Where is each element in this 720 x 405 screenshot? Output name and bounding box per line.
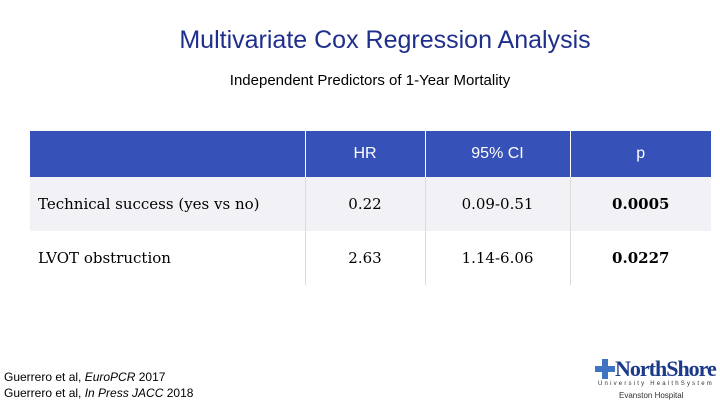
reference-1-venue: EuroPCR <box>84 370 136 384</box>
header-ci: 95% CI <box>424 131 570 177</box>
p-value-cell: 0.0005 <box>569 177 711 231</box>
hr-cell: 2.63 <box>304 231 425 285</box>
reference-2-venue: In Press JACC <box>84 386 164 400</box>
ci-cell: 0.09-0.51 <box>424 177 570 231</box>
reference-2-year: 2018 <box>163 386 194 400</box>
references: Guerrero et al, EuroPCR 2017 Guerrero et… <box>4 369 193 401</box>
table-row: Technical success (yes vs no) 0.22 0.09-… <box>30 177 711 231</box>
ci-cell: 1.14-6.06 <box>424 231 570 285</box>
logo-name: NorthShore <box>615 356 717 381</box>
table-header-row: HR 95% CI p <box>30 131 711 177</box>
regression-table: HR 95% CI p Technical success (yes vs no… <box>30 131 711 285</box>
cross-icon <box>595 359 615 379</box>
header-p: p <box>569 131 711 177</box>
hr-cell: 0.22 <box>304 177 425 231</box>
logo-hospital: Evanston Hospital <box>619 391 684 400</box>
reference-1-authors: Guerrero et al, <box>4 370 85 384</box>
reference-1-year: 2017 <box>135 370 166 384</box>
reference-1: Guerrero et al, EuroPCR 2017 <box>4 369 193 385</box>
table-row: LVOT obstruction 2.63 1.14-6.06 0.0227 <box>30 231 711 285</box>
slide-title: Multivariate Cox Regression Analysis <box>179 26 591 54</box>
p-value-cell: 0.0227 <box>569 231 711 285</box>
northshore-logo: NorthShore University HealthSystem Evans… <box>595 356 717 402</box>
reference-2: Guerrero et al, In Press JACC 2018 <box>4 385 193 401</box>
logo-system: University HealthSystem <box>598 381 714 387</box>
header-hr: HR <box>304 131 425 177</box>
reference-2-authors: Guerrero et al, <box>4 386 85 400</box>
predictor-cell: LVOT obstruction <box>30 231 305 285</box>
slide-subtitle: Independent Predictors of 1-Year Mortali… <box>229 72 511 89</box>
header-predictor <box>30 131 305 177</box>
predictor-cell: Technical success (yes vs no) <box>30 177 305 231</box>
